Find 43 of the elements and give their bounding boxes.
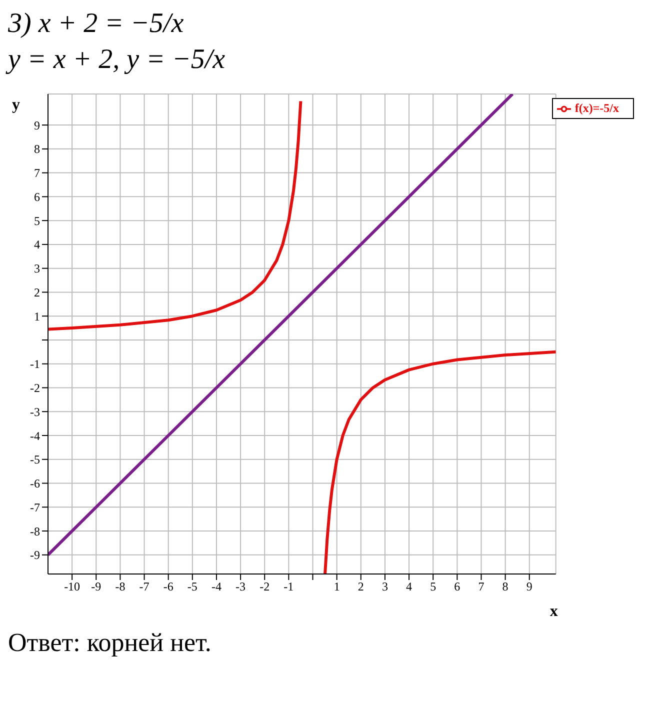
x-tick-label: -4 — [211, 580, 222, 594]
y-tick-label: -5 — [30, 452, 40, 467]
y-tick-label: 9 — [34, 118, 40, 132]
x-tick-label: 1 — [334, 580, 340, 594]
chart-title: 3) x + 2 = −5/x — [8, 8, 185, 40]
x-tick-label: -5 — [187, 580, 198, 594]
x-tick-label: -8 — [115, 580, 126, 594]
x-tick-label: -9 — [91, 580, 102, 594]
x-tick-label: 8 — [502, 580, 508, 594]
y-tick-label: 3 — [34, 262, 40, 276]
text: Ответ: корней нет. — [8, 628, 212, 658]
legend-label: f(x)=-5/x — [574, 101, 619, 115]
x-tick-label: 3 — [382, 580, 388, 594]
y-tick-label: -1 — [30, 357, 40, 372]
y-tick-label: 1 — [34, 309, 40, 324]
y-tick-label: 5 — [34, 214, 40, 228]
y-tick-label: 6 — [34, 190, 40, 204]
x-tick-label: 5 — [430, 580, 436, 594]
y-tick-label: 8 — [34, 142, 40, 156]
y-tick-label: -7 — [30, 500, 40, 514]
y-tick-label: -4 — [30, 428, 40, 443]
x-tick-label: 6 — [454, 580, 460, 594]
y-tick-label: -9 — [30, 548, 40, 562]
y-tick-label: 7 — [34, 166, 40, 180]
x-tick-label: -2 — [260, 580, 270, 594]
y-tick-label: 2 — [34, 285, 40, 300]
x-tick-label: -1 — [284, 580, 294, 594]
x-tick-label: -6 — [163, 580, 174, 594]
y-tick-label: -8 — [30, 524, 40, 538]
x-tick-label: -10 — [64, 580, 80, 594]
chart-subtitle: y = x + 2, y = −5/x — [8, 44, 226, 76]
x-tick-label: 2 — [358, 580, 364, 594]
x-tick-label: -3 — [236, 580, 246, 594]
y-tick-label: -2 — [30, 380, 40, 395]
x-tick-label: 7 — [478, 580, 484, 594]
x-tick-label: -7 — [139, 580, 150, 594]
x-axis-title: x — [550, 603, 558, 620]
y-axis-title: y — [12, 96, 20, 114]
x-tick-label: 9 — [526, 580, 532, 594]
y-tick-label: -3 — [30, 404, 40, 419]
x-tick-label: 4 — [406, 580, 412, 594]
y-tick-label: 4 — [34, 238, 40, 252]
y-tick-label: -6 — [30, 476, 40, 491]
